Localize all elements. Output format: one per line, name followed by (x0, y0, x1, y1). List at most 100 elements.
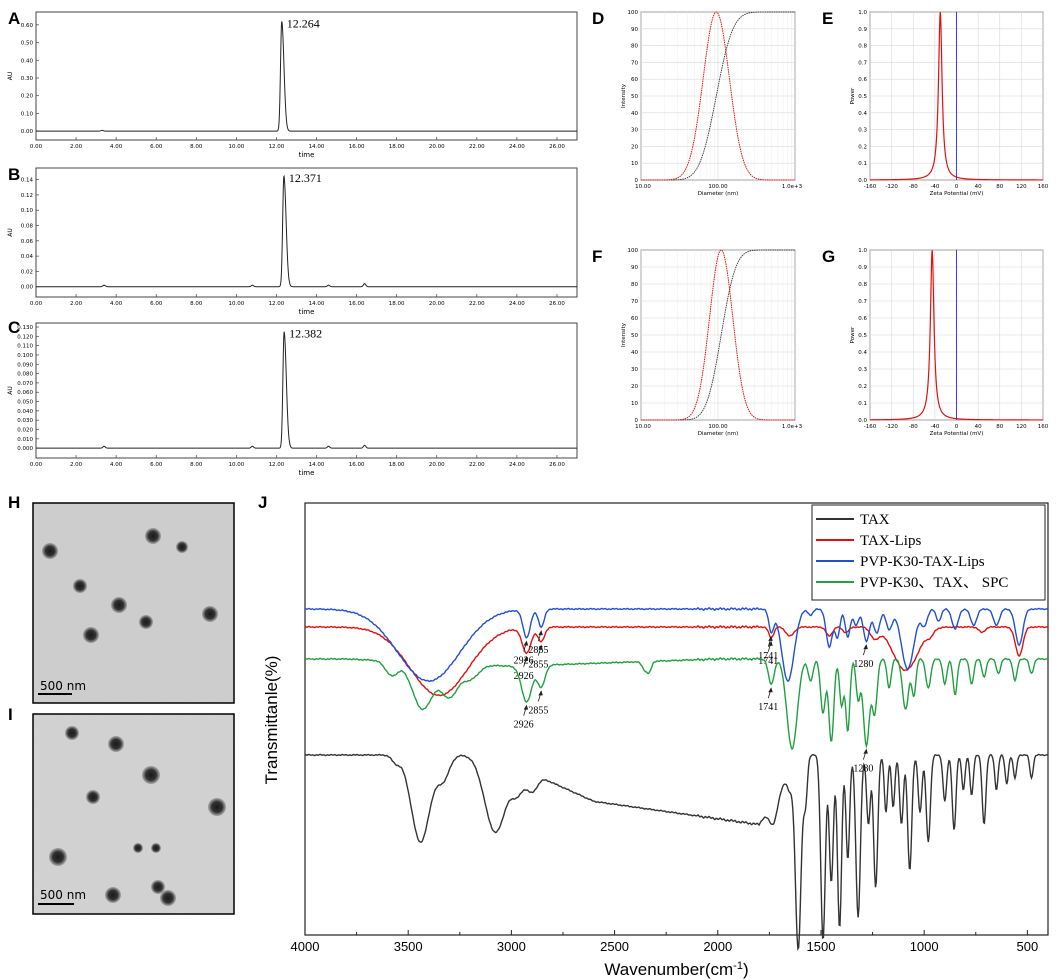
hplc-B-xtick-label: 0.00 (30, 301, 43, 307)
hplc-C-ylabel: AU (7, 386, 14, 395)
hplc-B-xtick-label: 8.00 (190, 301, 203, 307)
zeta-E-curve (870, 12, 1043, 181)
hplc-A-xtick-label: 10.00 (228, 144, 244, 150)
hplc-C-peak-label: 12.382 (289, 327, 322, 341)
hplc-B-ytick-label: 0.06 (21, 239, 34, 245)
size-F-ytick-label: 30 (631, 367, 638, 373)
panel-letter-D: D (592, 9, 604, 28)
zeta-G-ylabel: Power (850, 326, 856, 343)
ftir-trace (304, 753, 1049, 951)
hplc-B-xtick-label: 4.00 (110, 301, 123, 307)
ftir-peak-label: 1741 (758, 651, 778, 662)
size-D-ytick-label: 100 (628, 10, 639, 16)
hplc-B-xtick-label: 16.00 (349, 301, 365, 307)
zeta-G-ytick-label: 0.2 (858, 384, 867, 390)
ftir-peak-arrowhead (538, 690, 543, 696)
panel-letter-C: C (8, 318, 20, 337)
hplc-C-ytick-label: 0.110 (17, 344, 33, 350)
ftir-peak-label: 2926 (514, 655, 534, 666)
zeta-G-ytick-label: 0.6 (858, 316, 867, 322)
ftir-peak-label: 2926 (514, 671, 534, 682)
nanoparticle (65, 726, 79, 740)
zeta-G-xtick-label: -160 (864, 424, 877, 430)
ftir-xtick-label: 1500 (807, 939, 836, 954)
hplc-A-ytick-label: 0.30 (21, 76, 34, 82)
size-F-ytick-label: 80 (631, 282, 638, 288)
nanoparticle (83, 627, 99, 643)
size-F-ytick-label: 70 (631, 299, 638, 305)
size-D-ytick-label: 30 (631, 128, 638, 134)
hplc-C-ytick-label: 0.130 (17, 325, 33, 331)
hplc-A-xtick-label: 8.00 (190, 144, 203, 150)
zeta-G-xtick-label: 40 (975, 424, 982, 430)
ftir-peak-arrowhead (538, 630, 543, 636)
hplc-B-xtick-label: 20.00 (429, 301, 445, 307)
ftir-peak-label: 1741 (758, 656, 778, 667)
zeta-E-ytick-label: 0.0 (858, 178, 867, 184)
nanoparticle (111, 597, 127, 613)
hplc-A-ytick-label: 0.40 (21, 58, 34, 64)
panel-letter-J: J (258, 493, 267, 512)
hplc-C-xtick-label: 22.00 (469, 462, 485, 468)
ftir-peak-arrowhead (863, 748, 868, 754)
zeta-G-ytick-label: 0.0 (858, 418, 867, 424)
hplc-B-ytick-label: 0.08 (21, 224, 34, 230)
panel-letter-A: A (8, 9, 20, 28)
size-D-ytick-label: 50 (631, 94, 638, 100)
zeta-E-xlabel: Zeta Potential (mV) (930, 191, 984, 197)
ftir-peak-arrowhead (523, 655, 529, 661)
hplc-A-ytick-label: 0.10 (21, 111, 34, 117)
tem-image-I: 500 nm (32, 713, 235, 915)
nanoparticle (151, 880, 165, 894)
ftir-legend-label: PVP-K30-TAX-Lips (860, 554, 985, 570)
hplc-B-xlabel: time (299, 308, 315, 316)
zeta-E-xtick-label: 80 (996, 184, 1003, 190)
size-F-ytick-label: 100 (628, 248, 639, 254)
hplc-C-xtick-label: 0.00 (30, 462, 43, 468)
zeta-E-xtick-label: 40 (975, 184, 982, 190)
ftir-peak-arrowhead (863, 644, 868, 650)
tem-H-particles (42, 528, 218, 643)
ftir-xtick-label: 1000 (910, 939, 939, 954)
ftir-xtick-label: 2000 (703, 939, 732, 954)
tem-image-H: 500 nm (32, 502, 235, 704)
zeta-E-ytick-label: 0.1 (858, 161, 867, 167)
ftir-xtick-label: 2500 (600, 939, 629, 954)
nanoparticle (86, 790, 100, 804)
hplc-C-ytick-label: 0.080 (17, 372, 33, 378)
hplc-A-xtick-label: 22.00 (469, 144, 485, 150)
size-F-ytick-label: 20 (631, 384, 638, 390)
ftir-peak-label: 1741 (758, 702, 778, 713)
size-D-xtick-label: 1.0e+3 (782, 184, 803, 190)
zeta-G-xtick-label: -80 (909, 424, 918, 430)
panel-letter-I: I (8, 705, 13, 724)
hplc-A-xtick-label: 0.00 (30, 144, 43, 150)
hplc-C-ytick-label: 0.000 (17, 446, 33, 452)
zeta-E-xtick-label: 120 (1016, 184, 1027, 190)
ftir-xtick-label: 500 (1017, 939, 1039, 954)
hplc-C-xtick-label: 18.00 (389, 462, 405, 468)
hplc-B-ytick-label: 0.04 (21, 254, 34, 260)
ftir-legend-label: TAX (860, 512, 890, 528)
ftir-peak-label: 2926 (514, 720, 534, 731)
tem-I-scale-label: 500 nm (40, 888, 86, 902)
hplc-B-trace (36, 174, 577, 288)
zeta-G-ytick-label: 0.7 (858, 299, 867, 305)
size-F-distribution-line (641, 249, 795, 421)
nanoparticle (108, 736, 124, 752)
zeta-E-ytick-label: 0.6 (858, 77, 867, 83)
size-D-ytick-label: 60 (631, 77, 638, 83)
zeta-E-xtick-label: 160 (1038, 184, 1049, 190)
zeta-E-ytick-label: 0.5 (858, 94, 867, 100)
tem-H-scale-label: 500 nm (40, 679, 86, 693)
size-F-ytick-label: 40 (631, 350, 638, 356)
chart-D-size: 0 10 20 30 40 50 60 70 80 90 100 10.00 100.00 1.0e+3 D… (621, 10, 803, 197)
hplc-A-ytick-label: 0.20 (21, 94, 34, 100)
hplc-A-frame (35, 11, 578, 141)
hplc-C-xtick-label: 24.00 (509, 462, 525, 468)
nanoparticle (202, 606, 218, 622)
size-F-xtick-label: 1.0e+3 (782, 424, 803, 430)
nanoparticle (208, 798, 226, 816)
zeta-E-ytick-label: 0.4 (858, 111, 867, 117)
hplc-A-xtick-label: 26.00 (549, 144, 565, 150)
